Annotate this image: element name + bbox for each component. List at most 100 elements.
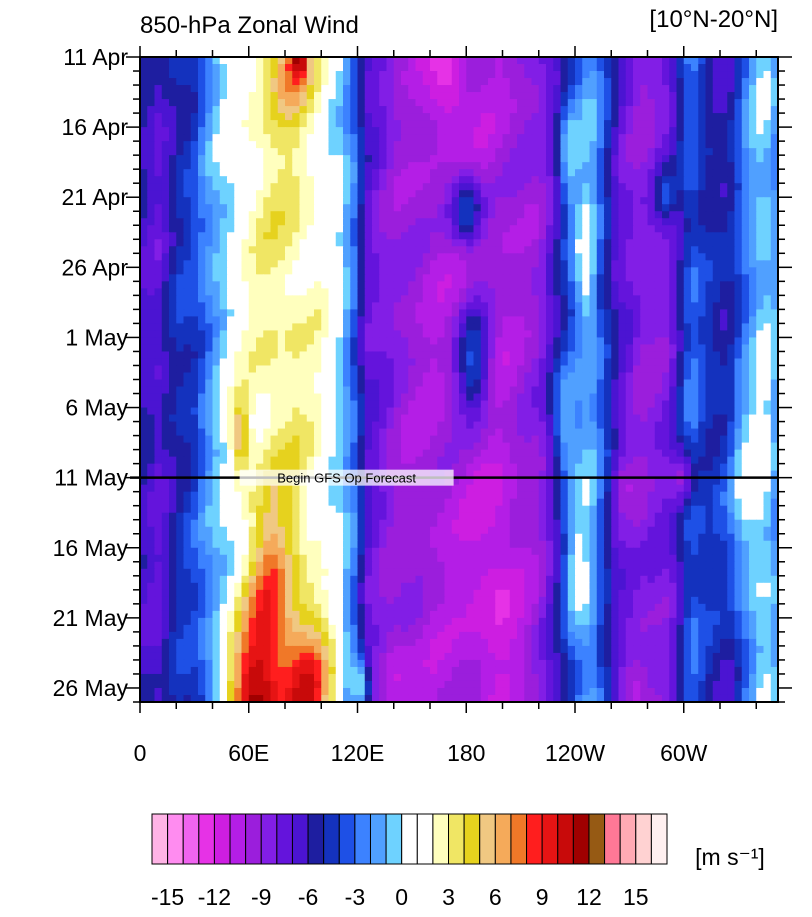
heatmap-cell <box>364 120 373 128</box>
heatmap-cell <box>524 260 533 268</box>
heatmap-cell <box>466 99 475 107</box>
heatmap-cell <box>190 113 199 121</box>
heatmap-cell <box>140 120 148 128</box>
heatmap-cell <box>625 120 634 128</box>
heatmap-cell <box>415 99 424 107</box>
heatmap-cell <box>517 190 525 198</box>
heatmap-cell <box>176 267 185 275</box>
heatmap-cell <box>654 379 663 388</box>
heatmap-cell <box>437 92 446 100</box>
heatmap-cell <box>770 400 779 409</box>
heatmap-cell <box>393 141 402 149</box>
heatmap-cell <box>422 323 431 332</box>
heatmap-cell <box>698 106 707 114</box>
heatmap-cell <box>567 337 576 346</box>
heatmap-cell <box>604 288 612 296</box>
heatmap-cell <box>756 183 765 191</box>
heatmap-cell <box>524 190 533 198</box>
heatmap-cell <box>633 57 641 65</box>
heatmap-cell <box>459 92 467 100</box>
heatmap-cell <box>611 134 620 142</box>
heatmap-cell <box>335 393 344 402</box>
heatmap-cell <box>502 267 511 275</box>
heatmap-cell <box>582 330 591 339</box>
heatmap-cell <box>401 232 409 240</box>
heatmap-cell <box>277 106 286 114</box>
region-label: [10°N-20°N] <box>649 6 778 33</box>
heatmap-cell <box>705 246 714 254</box>
heatmap-cell <box>227 204 235 212</box>
heatmap-cell <box>205 449 214 458</box>
heatmap-cell <box>480 421 489 430</box>
heatmap-cell <box>263 85 272 93</box>
heatmap-cell <box>357 78 366 86</box>
heatmap-cell <box>466 414 475 423</box>
heatmap-cell <box>480 386 489 395</box>
heatmap-cell <box>575 323 583 332</box>
heatmap-cell <box>415 190 424 198</box>
heatmap-cell <box>263 435 272 444</box>
heatmap-cell <box>444 183 453 191</box>
heatmap-cell <box>698 183 707 191</box>
heatmap-cell <box>647 232 656 240</box>
heatmap-cell <box>292 57 301 65</box>
heatmap-cell <box>154 183 163 191</box>
heatmap-cell <box>712 190 721 198</box>
heatmap-cell <box>488 281 496 289</box>
heatmap-cell <box>466 372 475 381</box>
heatmap-cell <box>270 197 279 205</box>
heatmap-cell <box>582 239 591 247</box>
heatmap-cell <box>553 169 562 177</box>
heatmap-cell <box>604 148 612 156</box>
heatmap-cell <box>560 449 569 458</box>
heatmap-cell <box>227 225 235 233</box>
heatmap-cell <box>205 232 214 240</box>
heatmap-cell <box>350 274 359 282</box>
heatmap-cell <box>277 134 286 142</box>
heatmap-cell <box>430 71 438 79</box>
heatmap-cell <box>633 162 641 170</box>
heatmap-cell <box>727 197 736 205</box>
heatmap-cell <box>335 78 344 86</box>
heatmap-cell <box>270 211 279 219</box>
heatmap-cell <box>444 428 453 437</box>
heatmap-cell <box>277 295 286 303</box>
heatmap-cell <box>241 246 250 254</box>
heatmap-cell <box>698 344 707 353</box>
heatmap-cell <box>321 85 330 93</box>
heatmap-cell <box>422 190 431 198</box>
heatmap-cell <box>611 295 620 303</box>
heatmap-cell <box>451 183 460 191</box>
heatmap-cell <box>647 85 656 93</box>
heatmap-cell <box>611 99 620 107</box>
heatmap-cell <box>691 316 699 325</box>
heatmap-cell <box>683 337 692 346</box>
heatmap-cell <box>691 330 699 339</box>
heatmap-cell <box>140 428 148 437</box>
heatmap-cell <box>669 78 678 86</box>
heatmap-cell <box>321 386 330 395</box>
heatmap-cell <box>408 120 417 128</box>
heatmap-cell <box>335 414 344 423</box>
heatmap-cell <box>328 148 337 156</box>
heatmap-cell <box>538 449 547 458</box>
heatmap-cell <box>604 183 612 191</box>
heatmap-cell <box>357 344 366 353</box>
heatmap-cell <box>647 393 656 402</box>
heatmap-cell <box>335 344 344 353</box>
heatmap-cell <box>350 365 359 374</box>
heatmap-cell <box>205 386 214 395</box>
heatmap-cell <box>241 141 250 149</box>
heatmap-cell <box>502 197 511 205</box>
heatmap-cell <box>343 155 351 163</box>
heatmap-cell <box>306 435 315 444</box>
heatmap-cell <box>473 372 482 381</box>
heatmap-cell <box>198 183 206 191</box>
heatmap-cell <box>495 337 504 346</box>
heatmap-cell <box>756 295 765 303</box>
heatmap-cell <box>321 274 330 282</box>
heatmap-cell <box>502 407 511 416</box>
heatmap-cell <box>756 85 765 93</box>
heatmap-cell <box>176 414 185 423</box>
heatmap-cell <box>147 197 156 205</box>
